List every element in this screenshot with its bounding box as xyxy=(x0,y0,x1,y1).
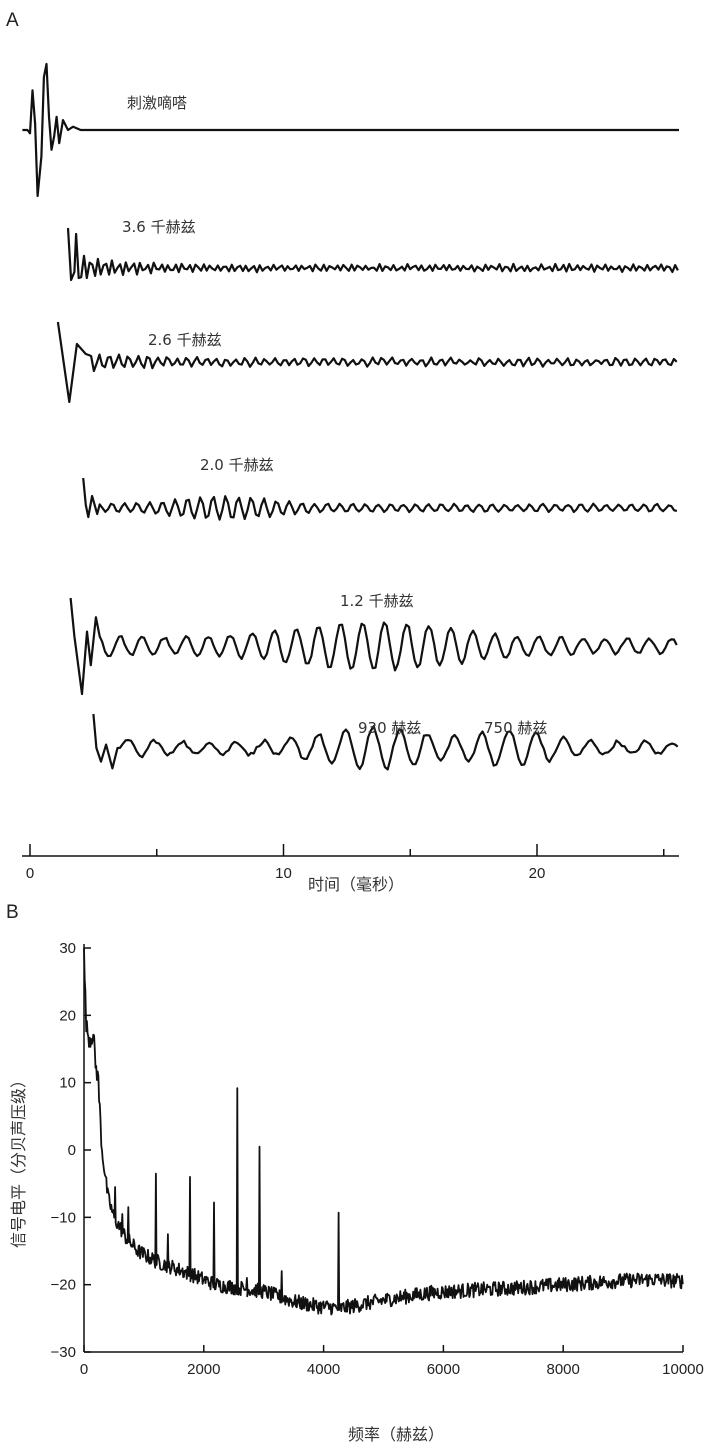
panel-b-y-tick-label: −30 xyxy=(51,1344,76,1361)
panel-b-x-tick-label: 2000 xyxy=(187,1361,220,1378)
panel-a-label: A xyxy=(6,10,19,31)
trace-label-750hz: 750 赫兹 xyxy=(484,719,547,737)
trace-0 xyxy=(22,62,679,198)
panel-b-x-tick-label: 8000 xyxy=(547,1361,580,1378)
panel-b-y-tick-label: 10 xyxy=(59,1075,76,1092)
panel-b-y-tick-label: 30 xyxy=(59,940,76,957)
panel-b-x-tick-label: 10000 xyxy=(662,1361,704,1378)
trace-2 xyxy=(56,321,678,404)
trace-label-1: 3.6 千赫兹 xyxy=(122,218,196,236)
trace-label-930hz: 930 赫兹 xyxy=(358,719,421,737)
panel-b-y-tick-label: −20 xyxy=(51,1277,76,1294)
trace-label-4: 1.2 千赫兹 xyxy=(340,592,414,610)
panel-b-x-tick-label: 0 xyxy=(80,1361,88,1378)
panel-b-x-axis-title: 频率（赫兹） xyxy=(348,1425,444,1444)
panel-a-x-axis-title: 时间（毫秒） xyxy=(308,875,404,894)
panel-b-y-tick-label: 20 xyxy=(59,1007,76,1024)
panel-b-x-tick-label: 6000 xyxy=(427,1361,460,1378)
panel-a-time-axis: 0 10 20 xyxy=(22,844,679,882)
spectrum-line xyxy=(83,947,684,1316)
panel-b-y-tick-label: 0 xyxy=(68,1142,76,1159)
trace-label-0: 刺激嘀嗒 xyxy=(127,94,187,112)
trace-label-2: 2.6 千赫兹 xyxy=(148,331,222,349)
trace-4 xyxy=(69,597,678,696)
panel-a-tick-label: 10 xyxy=(275,865,292,882)
trace-5 xyxy=(92,713,679,771)
panel-a-traces: 刺激嘀嗒 3.6 千赫兹 2.6 千赫兹 2.0 千赫兹 1.2 千赫兹 930 赫兹 75… xyxy=(22,62,679,771)
trace-label-3: 2.0 千赫兹 xyxy=(200,456,274,474)
panel-b-label: B xyxy=(6,902,19,923)
panel-a-tick-label: 20 xyxy=(529,865,546,882)
panel-b-x-tick-label: 4000 xyxy=(307,1361,340,1378)
panel-a-tick-label: 0 xyxy=(26,865,34,882)
trace-1 xyxy=(66,227,679,282)
trace-3 xyxy=(82,477,678,521)
panel-b-y-axis-title: 信号电平（分贝声压级） xyxy=(9,1072,28,1248)
panel-b-y-tick-label: −10 xyxy=(51,1209,76,1226)
